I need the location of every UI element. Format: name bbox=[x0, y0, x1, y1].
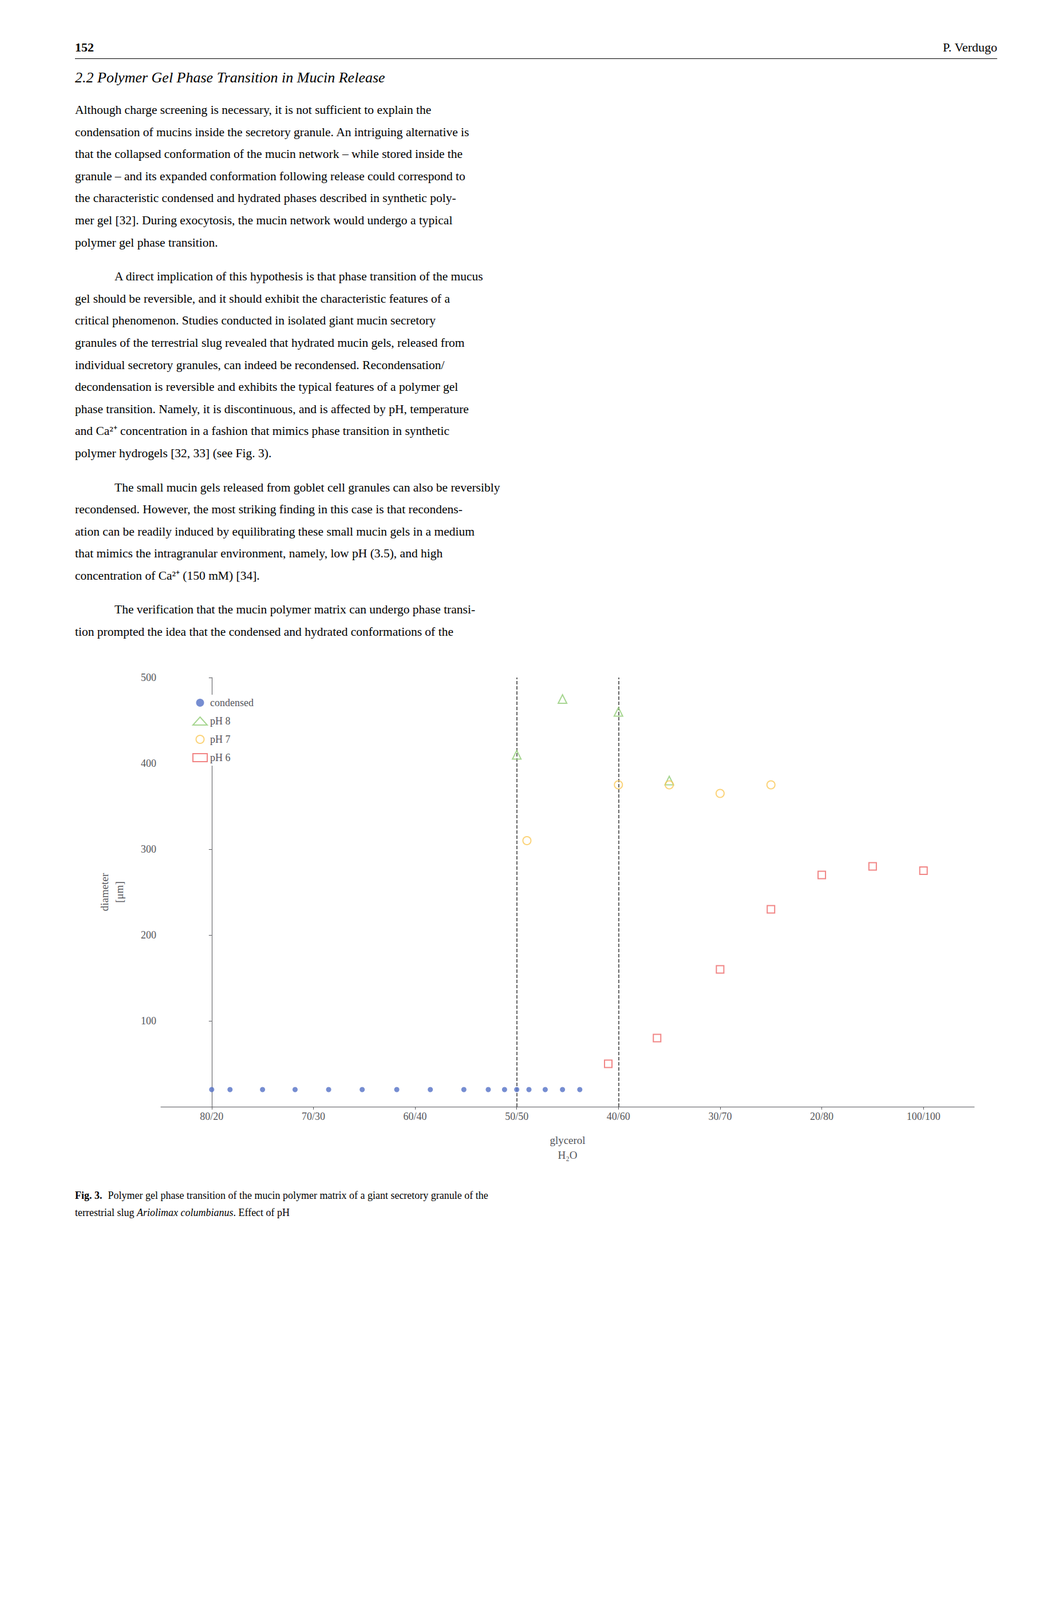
html-text:that the collapsed conformatio: that the collapsed conformation of the m… bbox=[74, 147, 463, 161]
svg-text:H₂O: H₂O bbox=[557, 1148, 578, 1161]
html-text:152: 152 bbox=[74, 40, 94, 55]
html-text:The verification that the muci: The verification that the mucin polymer … bbox=[114, 603, 476, 617]
svg-text:30/70: 30/70 bbox=[708, 1111, 732, 1123]
svg-text:condensed: condensed bbox=[210, 697, 254, 709]
svg-text:glycerol: glycerol bbox=[549, 1134, 586, 1147]
html-text:Fig. 3. Polymer gel phase tran: Fig. 3. Polymer gel phase transition of … bbox=[74, 1189, 489, 1202]
svg-text:20/80: 20/80 bbox=[810, 1111, 834, 1123]
html-text:ation can be readily induced b: ation can be readily induced by equilibr… bbox=[74, 524, 475, 539]
html-text:concentration of Ca²⁺ (150 mM): concentration of Ca²⁺ (150 mM) [34]. bbox=[74, 568, 260, 583]
html-text:Although charge screening is n: Although charge screening is necessary, … bbox=[74, 103, 432, 117]
html-text:polymer hydrogels [32, 33] (se: polymer hydrogels [32, 33] (see Fig. 3). bbox=[74, 446, 272, 461]
html-text:polymer gel phase transition.: polymer gel phase transition. bbox=[74, 235, 218, 250]
html-text:the characteristic condensed a: the characteristic condensed and hydrate… bbox=[74, 191, 457, 206]
svg-text:[μm]: [μm] bbox=[113, 881, 126, 904]
svg-text:300: 300 bbox=[140, 843, 157, 856]
html-text:granule – and its expanded con: granule – and its expanded conformation … bbox=[74, 169, 466, 184]
svg-text:100: 100 bbox=[140, 1015, 157, 1027]
html-text:gel should be reversible, and: gel should be reversible, and it should … bbox=[74, 291, 450, 306]
html-text:recondensed. However, the most: recondensed. However, the most striking … bbox=[74, 502, 463, 517]
svg-text:diameter: diameter bbox=[98, 872, 111, 912]
html-text:The small mucin gels released: The small mucin gels released from goble… bbox=[114, 480, 500, 495]
html-text:phase transition. Namely, it i: phase transition. Namely, it is disconti… bbox=[74, 402, 469, 416]
html-text:terrestrial slug Ariolimax col: terrestrial slug Ariolimax columbianus. … bbox=[74, 1207, 290, 1219]
html-text:granules of the terrestrial sl: granules of the terrestrial slug reveale… bbox=[74, 335, 465, 350]
svg-text:400: 400 bbox=[140, 757, 157, 770]
html-text:tion prompted the idea that th: tion prompted the idea that the condense… bbox=[74, 625, 454, 639]
svg-text:pH 8: pH 8 bbox=[210, 715, 231, 728]
html-text:condensation of mucins inside: condensation of mucins inside the secret… bbox=[74, 125, 470, 139]
svg-text:500: 500 bbox=[140, 672, 157, 684]
html-text:A direct implication of this h: A direct implication of this hypothesis … bbox=[114, 269, 483, 284]
svg-text:pH 7: pH 7 bbox=[210, 733, 231, 746]
svg-text:100/100: 100/100 bbox=[906, 1111, 941, 1123]
svg-text:50/50: 50/50 bbox=[504, 1111, 529, 1123]
html-text:P. Verdugo: P. Verdugo bbox=[942, 40, 998, 55]
svg-text:80/20: 80/20 bbox=[199, 1111, 224, 1123]
svg-text:40/60: 40/60 bbox=[606, 1111, 631, 1123]
html-text:and Ca²⁺ concentration in a fa: and Ca²⁺ concentration in a fashion that… bbox=[74, 424, 450, 439]
svg-text:pH 6: pH 6 bbox=[210, 752, 231, 764]
html-text:individual secretory granules,: individual secretory granules, can indee… bbox=[74, 358, 445, 372]
svg-text:70/30: 70/30 bbox=[301, 1111, 326, 1123]
html-text:mer gel [32]. During exocytosi: mer gel [32]. During exocytosis, the muc… bbox=[74, 213, 453, 228]
html-text:that mimics the intragranular: that mimics the intragranular environmen… bbox=[74, 546, 443, 561]
svg-text:200: 200 bbox=[140, 929, 157, 942]
svg-text:60/40: 60/40 bbox=[403, 1111, 428, 1123]
html-text:2.2 Polymer Gel Phase Transiti: 2.2 Polymer Gel Phase Transition in Muci… bbox=[74, 69, 386, 86]
html-text:critical phenomenon. Studies c: critical phenomenon. Studies conducted i… bbox=[74, 313, 436, 328]
html-text:decondensation is reversible a: decondensation is reversible and exhibit… bbox=[74, 380, 459, 394]
